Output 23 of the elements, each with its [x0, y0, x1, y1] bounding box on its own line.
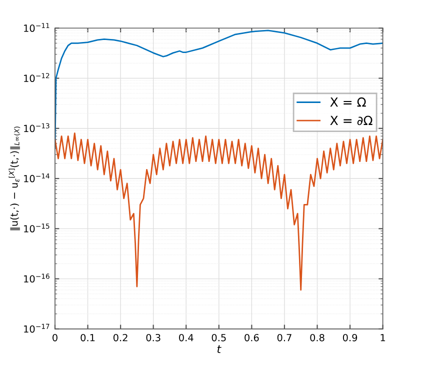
y-tick-label: 10$^{−14}$ [24, 173, 50, 182]
x-tick-label: 0.8 [310, 334, 324, 342]
y-tick-label: 10$^{−16}$ [24, 274, 50, 283]
y-tick-label: 10$^{−12}$ [24, 73, 50, 82]
x-tick-label: 1 [380, 334, 386, 342]
x-tick-label: 0.9 [342, 334, 358, 342]
x-tick-label: 0.1 [80, 334, 95, 342]
x-axis-title: t [217, 345, 222, 354]
line-series [54, 132, 383, 291]
legend-label: X = ∂Ω [330, 116, 372, 126]
x-tick-label: 0.4 [179, 334, 194, 342]
x-tick-label: 0.7 [277, 334, 292, 342]
y-tick-label: 10$^{−13}$ [24, 123, 50, 132]
y-tick-label: 10$^{−15}$ [24, 224, 50, 232]
x-tick-label: 0 [52, 334, 58, 342]
y-tick-label: 10$^{−11}$ [24, 23, 50, 32]
y-tick-label: 10$^{−17}$ [24, 324, 50, 333]
x-tick-label: 0.2 [113, 334, 128, 342]
legend-label: X = Ω [330, 97, 366, 107]
y-axis-title: ‖u(t,·) − u$_{ε}$$^{[X]}$(t,·)‖$_{L∞(X)}$ [8, 126, 20, 230]
x-tick-label: 0.5 [212, 334, 226, 342]
x-tick-label: 0.6 [244, 334, 259, 342]
x-tick-label: 0.3 [146, 334, 160, 342]
